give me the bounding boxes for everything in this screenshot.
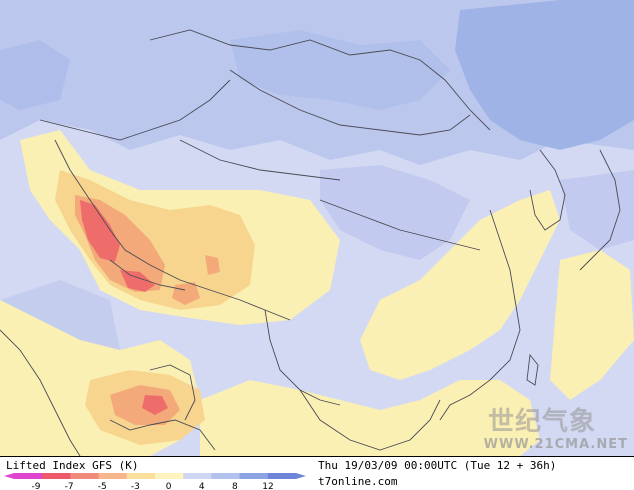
very-stable-region-northwest [0,40,70,110]
colorbar-ticks: -9 -7 -5 -3 0 4 8 12 [32,482,274,490]
stable-region-pacific [560,170,634,250]
border-indochina [299,389,441,451]
extreme-unstable-bengal [142,395,168,415]
colorbar-tick-label: -3 [131,482,140,490]
very-unstable-spot-1 [172,282,200,305]
colorbar-segment [211,473,241,479]
extreme-unstable-kashmir [80,200,120,262]
colorbar-segment [239,473,269,479]
watermark-url: WWW.21CMA.NET [483,437,628,452]
lifted-index-map [0,0,634,456]
colorbar-tick-label: 8 [232,482,238,490]
colorbar-tick-label: 4 [199,482,205,490]
border-inner-china-2 [319,199,481,251]
colorbar-segments [4,473,306,479]
coastline-japan [579,149,621,271]
colorbar-segment [126,473,156,479]
border-myanmar-china [264,309,341,406]
colorbar-segment [42,473,71,479]
border-inner-china-1 [179,139,341,181]
source-url-label: t7online.com [318,475,398,488]
colorbar-right-arrow [296,473,306,479]
colorbar-segment [155,473,184,479]
extreme-unstable-nepal [120,270,155,292]
watermark-chinese-text: 世纪气象 [487,407,596,437]
country-borders [0,29,621,456]
valid-time-label: Thu 19/03/09 00:00UTC (Tue 12 + 36h) [318,459,557,472]
border-india-nepal [109,259,186,291]
slightly-unstable-se-asia [200,380,540,456]
coastline-korea [529,149,566,231]
slightly-unstable-south-china [360,190,560,380]
border-china-kazakh [39,79,231,141]
colorbar-segment [70,473,100,479]
stable-region-central [320,165,470,260]
watermark: 世纪气象 WWW.21CMA.NET [442,407,632,452]
colorbar-tick-label: 12 [262,482,273,490]
border-mongolia-china [229,69,471,136]
coastline-bay-of-bengal [109,419,216,451]
coastline-india-west [0,329,81,456]
map-area: 世纪气象 WWW.21CMA.NET [0,0,634,456]
slightly-unstable-pacific [550,250,634,400]
colorbar-tick-label: 0 [166,482,172,490]
colorbar-tick-label: -7 [65,482,74,490]
colorbar-left-arrow [4,473,14,479]
legend-title: Lifted Index GFS (K) [6,459,139,472]
stable-region-mongolia [230,30,450,110]
legend-footer: Lifted Index GFS (K) Thu 19/03/09 00:00U… [0,456,634,490]
very-stable-region-manchuria [455,0,634,150]
colorbar-segment [98,473,128,479]
border-bangladesh [149,364,196,421]
border-russia-mongolia [149,29,491,131]
coastline-taiwan [526,353,539,386]
colorbar-tick-label: -9 [32,482,41,490]
colorbar-segment [267,473,297,479]
colorbar: -9 -7 -5 -3 0 4 8 12 [4,473,306,490]
colorbar-tick-label: -5 [98,482,107,490]
coastline-east-china [439,209,521,421]
very-unstable-spot-2 [205,255,220,275]
colorbar-segment [183,473,212,479]
border-china-india [54,139,291,321]
colorbar-segment [14,473,43,479]
